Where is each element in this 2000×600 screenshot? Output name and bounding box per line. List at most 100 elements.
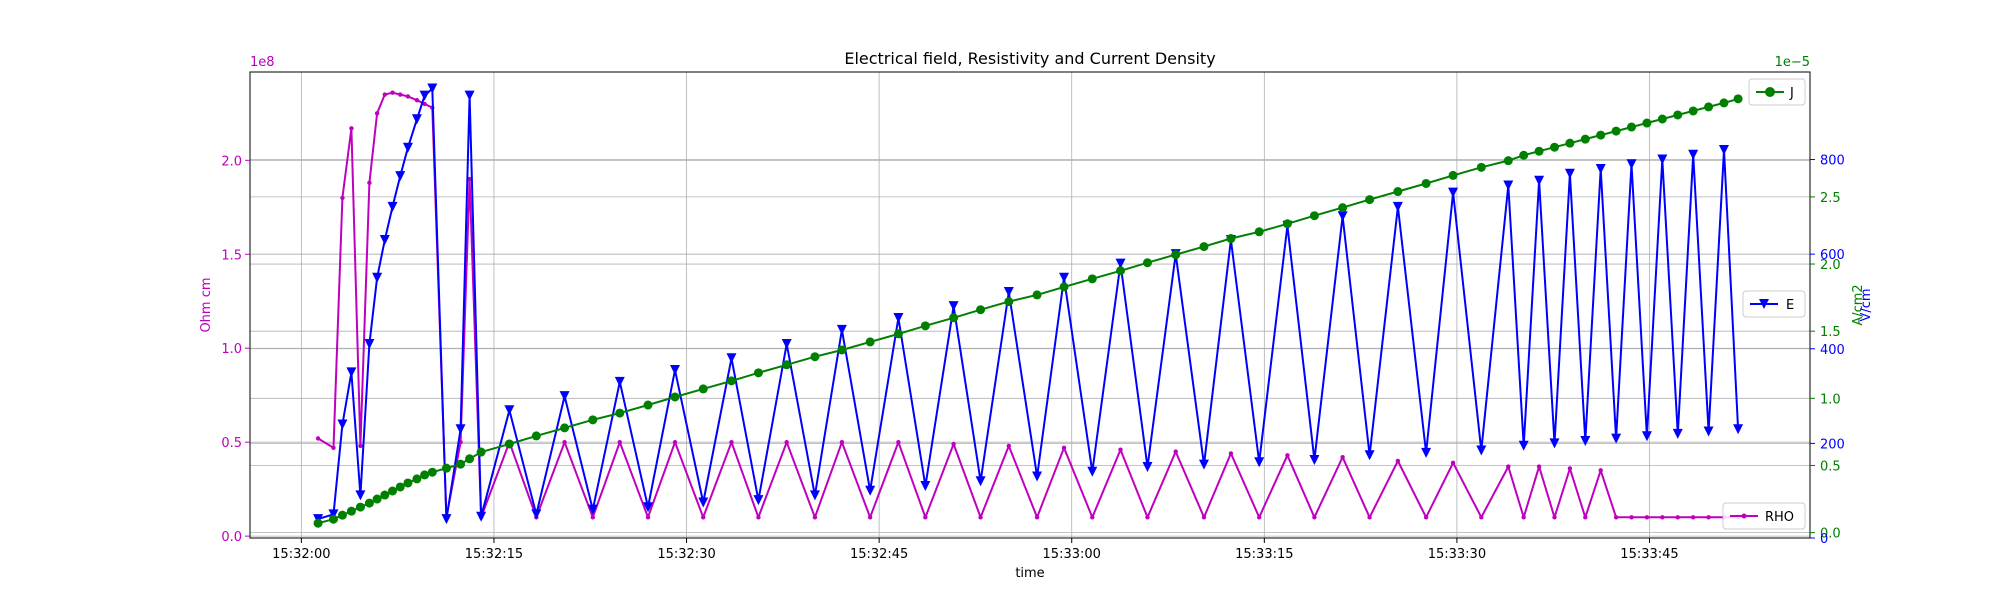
series-rho-point	[1061, 445, 1067, 451]
series-rho-point	[374, 111, 380, 116]
series-e-point	[1580, 436, 1591, 447]
e-tick-label: 600	[1820, 248, 1845, 263]
e-tick-label: 800	[1820, 154, 1845, 169]
series-e-point	[372, 272, 383, 283]
series-j-point	[1580, 134, 1590, 144]
series-e-line	[317, 87, 1740, 521]
series-e-point	[1337, 211, 1348, 222]
series-j-point	[1565, 138, 1575, 148]
series-j-point	[420, 470, 430, 480]
series-rho-point	[1118, 447, 1123, 452]
series-rho-point	[1506, 464, 1511, 469]
series-e-point	[809, 490, 820, 501]
series-rho-point	[1006, 443, 1012, 449]
series-rho-point	[1090, 515, 1095, 520]
series-j-point	[1365, 195, 1375, 205]
series-e-point	[643, 502, 654, 513]
j-axis-label: A/cm2	[1851, 284, 1866, 325]
legend-j-label: J	[1789, 86, 1794, 101]
series-e-point	[669, 365, 680, 376]
series-j-point	[726, 376, 736, 386]
j-tick-label: 1.5	[1820, 325, 1841, 340]
series-rho-point	[1145, 515, 1150, 520]
series-rho-point	[978, 515, 983, 520]
series-rho-point	[1629, 515, 1634, 520]
series-j-point	[403, 478, 413, 488]
series-rho-point	[1395, 458, 1401, 464]
e-tick-label: 0	[1820, 532, 1828, 547]
series-rho-point	[590, 515, 596, 520]
series-j-point	[976, 305, 986, 315]
series-j-point	[504, 439, 514, 449]
series-j-point	[1611, 126, 1621, 136]
legend-e: E	[1742, 290, 1806, 318]
series-e-point	[1032, 471, 1043, 482]
legend-j: J	[1748, 78, 1806, 106]
series-rho-point	[784, 439, 789, 445]
x-tick-label: 15:32:30	[657, 547, 715, 562]
series-j-point	[1642, 118, 1652, 128]
rho-tick-label: 1.5	[221, 248, 242, 263]
series-j-point	[782, 360, 792, 370]
series-j-point	[1338, 203, 1348, 213]
series-rho-point	[1521, 515, 1526, 520]
series-j-point	[1059, 282, 1069, 292]
series-j-point	[465, 454, 475, 464]
j-tick-label: 0.5	[1820, 459, 1841, 474]
legend-e-marker	[1759, 299, 1769, 309]
series-rho-point	[1450, 460, 1456, 466]
series-j-point	[1476, 162, 1486, 172]
series-e-point	[1641, 431, 1652, 442]
legend-rho-box	[1722, 502, 1806, 530]
series-e-point	[975, 476, 986, 487]
series-rho-point	[1228, 451, 1234, 456]
series-rho-point	[1423, 515, 1429, 520]
series-j-point	[949, 313, 959, 323]
x-tick-label: 15:32:00	[272, 547, 330, 562]
series-j-point	[698, 384, 708, 394]
series-j-point	[328, 514, 338, 524]
j-tick-label: 2.0	[1820, 258, 1841, 273]
series-e-point	[337, 419, 348, 430]
series-e-point	[455, 424, 466, 435]
series-j-point	[1142, 258, 1152, 268]
series-e-point	[355, 490, 366, 501]
series-e-point	[1003, 286, 1014, 297]
series-j-point	[388, 486, 398, 496]
series-j-point	[560, 423, 570, 433]
series-rho-point	[1552, 515, 1557, 520]
series-rho-point	[562, 439, 567, 445]
series-e-point	[1448, 187, 1459, 198]
x-tick-label: 15:33:45	[1620, 547, 1678, 562]
series-e-point	[1534, 175, 1545, 186]
chart-title: Electrical field, Resistivity and Curren…	[844, 49, 1215, 68]
series-e-point	[836, 324, 847, 335]
series-e-point	[893, 313, 904, 324]
series-e-point	[464, 90, 475, 101]
series-rho-point	[1675, 515, 1680, 520]
series-rho-point	[1034, 515, 1040, 520]
series-rho-point	[367, 180, 372, 186]
legend-j-marker	[1765, 87, 1775, 97]
series-rho-point	[1536, 464, 1542, 469]
series-e-point	[1672, 428, 1683, 439]
series-j-point	[1448, 170, 1458, 180]
series-e-point	[346, 367, 357, 378]
series-e-point	[1564, 168, 1575, 179]
rho-axis-label: Ohm cm	[199, 277, 214, 332]
series-j-point	[531, 431, 541, 441]
series-j-point	[1657, 114, 1667, 124]
series-rho-point	[1567, 466, 1573, 471]
series-e-point	[1421, 447, 1432, 458]
series-layer	[313, 83, 1744, 528]
series-j-point	[313, 518, 323, 528]
series-rho-line	[317, 91, 1739, 519]
series-rho-point	[382, 92, 388, 97]
series-e-point	[948, 301, 959, 312]
series-j-point	[810, 352, 820, 362]
series-j-point	[753, 368, 763, 378]
legend-e-label: E	[1786, 298, 1794, 313]
plot-frame	[249, 71, 1811, 539]
series-e-point	[1115, 258, 1126, 269]
